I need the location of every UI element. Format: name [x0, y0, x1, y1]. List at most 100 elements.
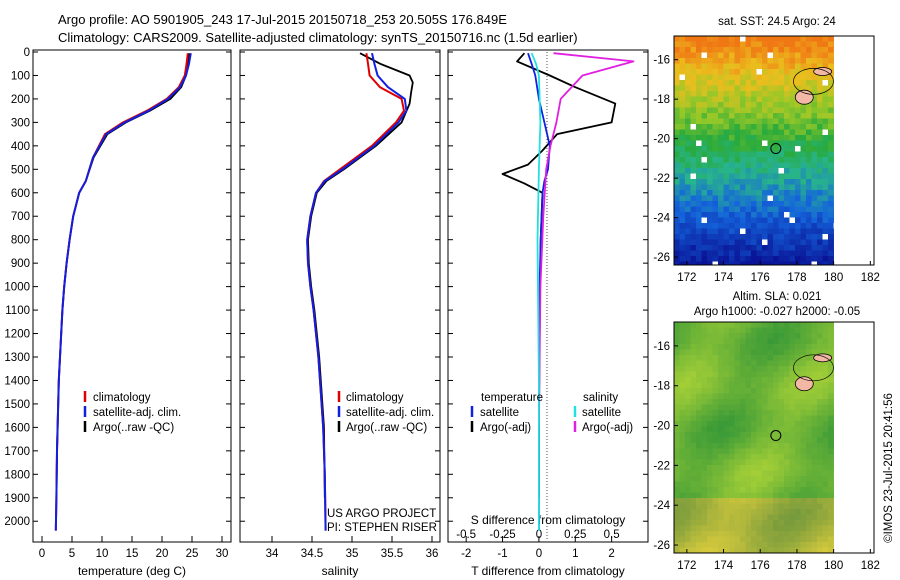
heatmap-cell	[734, 146, 741, 152]
heatmap-cell	[778, 487, 785, 493]
heatmap-cell	[696, 470, 702, 477]
heatmap-cell	[674, 547, 680, 554]
heatmap-cell	[756, 410, 763, 416]
heatmap-cell	[756, 487, 763, 493]
heatmap-cell	[679, 228, 686, 235]
heatmap-cell	[674, 140, 680, 147]
heatmap-cell	[789, 366, 796, 372]
heatmap-cell	[828, 168, 834, 174]
heatmap-cell	[767, 41, 774, 48]
heatmap-cell	[762, 388, 768, 394]
heatmap-cell	[707, 212, 713, 218]
heatmap-cell	[712, 492, 719, 499]
lon-tick-label: 172	[677, 560, 696, 572]
heatmap-cell	[767, 443, 774, 449]
heatmap-cell	[729, 107, 735, 114]
heatmap-cell	[690, 415, 697, 422]
heatmap-cell	[674, 74, 680, 81]
heatmap-cell	[789, 333, 796, 339]
heatmap-cell	[707, 250, 713, 257]
heatmap-cell	[756, 124, 763, 130]
heatmap-cell	[767, 476, 774, 482]
heatmap-cell	[789, 415, 796, 422]
heatmap-cell	[767, 448, 774, 455]
heatmap-cell	[767, 487, 774, 493]
heatmap-cell	[828, 454, 834, 460]
heatmap-cell	[712, 531, 719, 537]
heatmap-cell	[756, 366, 763, 372]
heatmap-cell	[806, 223, 812, 229]
heatmap-cell	[685, 41, 691, 48]
heatmap-cell	[712, 476, 719, 482]
heatmap-cell	[718, 52, 724, 59]
heatmap-cell	[707, 245, 713, 251]
heatmap-cell	[729, 179, 735, 185]
lat-tick-label: -16	[653, 55, 670, 67]
heatmap-cell	[674, 388, 680, 394]
heatmap-cell	[806, 129, 812, 136]
heatmap-cell	[674, 443, 680, 449]
heatmap-cell	[690, 113, 697, 119]
heatmap-cell	[740, 481, 746, 488]
heatmap-cell	[817, 52, 823, 59]
heatmap-cell	[685, 481, 691, 488]
heatmap-cell	[707, 349, 713, 356]
heatmap-cell	[773, 454, 779, 460]
heatmap-cell	[674, 190, 680, 196]
heatmap-cell	[729, 58, 735, 64]
heatmap-cell	[778, 349, 785, 356]
heatmap-cell	[751, 223, 757, 229]
heatmap-cell	[718, 195, 724, 202]
heatmap-cell	[795, 234, 801, 240]
heatmap-cell	[729, 410, 735, 416]
heatmap-cell	[806, 388, 812, 394]
heatmap-cell	[674, 404, 680, 411]
x-top-tick-label: 0	[536, 529, 542, 541]
heatmap-cell	[756, 333, 763, 339]
heatmap-cell	[718, 261, 724, 266]
heatmap-cell	[778, 195, 785, 202]
heatmap-cell	[734, 168, 741, 174]
heatmap-cell	[696, 52, 702, 59]
heatmap-cell	[696, 393, 702, 400]
heatmap-cell	[811, 531, 818, 537]
heatmap-cell	[784, 344, 790, 350]
heatmap-cell	[773, 542, 779, 548]
heatmap-cell	[756, 135, 763, 141]
heatmap-cell	[828, 509, 834, 515]
heatmap-cell	[817, 487, 823, 493]
heatmap-cell	[685, 415, 691, 422]
heatmap-cell	[723, 349, 730, 356]
heatmap-cell	[718, 360, 724, 367]
heatmap-cell	[685, 432, 691, 438]
heatmap-cell	[767, 514, 774, 521]
heatmap-cell	[723, 503, 730, 510]
heatmap-cell	[690, 168, 697, 174]
heatmap-cell	[701, 542, 708, 548]
heatmap-cell	[762, 481, 768, 488]
heatmap-cell	[751, 91, 757, 97]
heatmap-cell	[811, 542, 818, 548]
heatmap-cell	[690, 250, 697, 257]
heatmap-cell	[751, 239, 757, 246]
heatmap-cell	[701, 327, 708, 334]
heatmap-cell	[773, 525, 779, 532]
heatmap-cell	[828, 437, 834, 444]
heatmap-cell	[751, 355, 757, 361]
heatmap-cell	[789, 63, 796, 70]
heatmap-cell	[740, 503, 746, 510]
heatmap-cell	[696, 498, 702, 504]
heatmap-cell	[828, 195, 834, 202]
heatmap-cell	[707, 151, 713, 158]
heatmap-cell	[751, 245, 757, 251]
heatmap-cell	[679, 129, 686, 136]
heatmap-cell	[817, 415, 823, 422]
heatmap-cell	[729, 146, 735, 152]
heatmap-cell	[718, 382, 724, 389]
heatmap-cell	[745, 377, 752, 383]
heatmap-cell	[707, 366, 713, 372]
heatmap-cell	[762, 118, 768, 125]
heatmap-cell	[685, 261, 691, 266]
heatmap-cell	[817, 146, 823, 152]
lon-tick-label: 182	[861, 272, 880, 284]
